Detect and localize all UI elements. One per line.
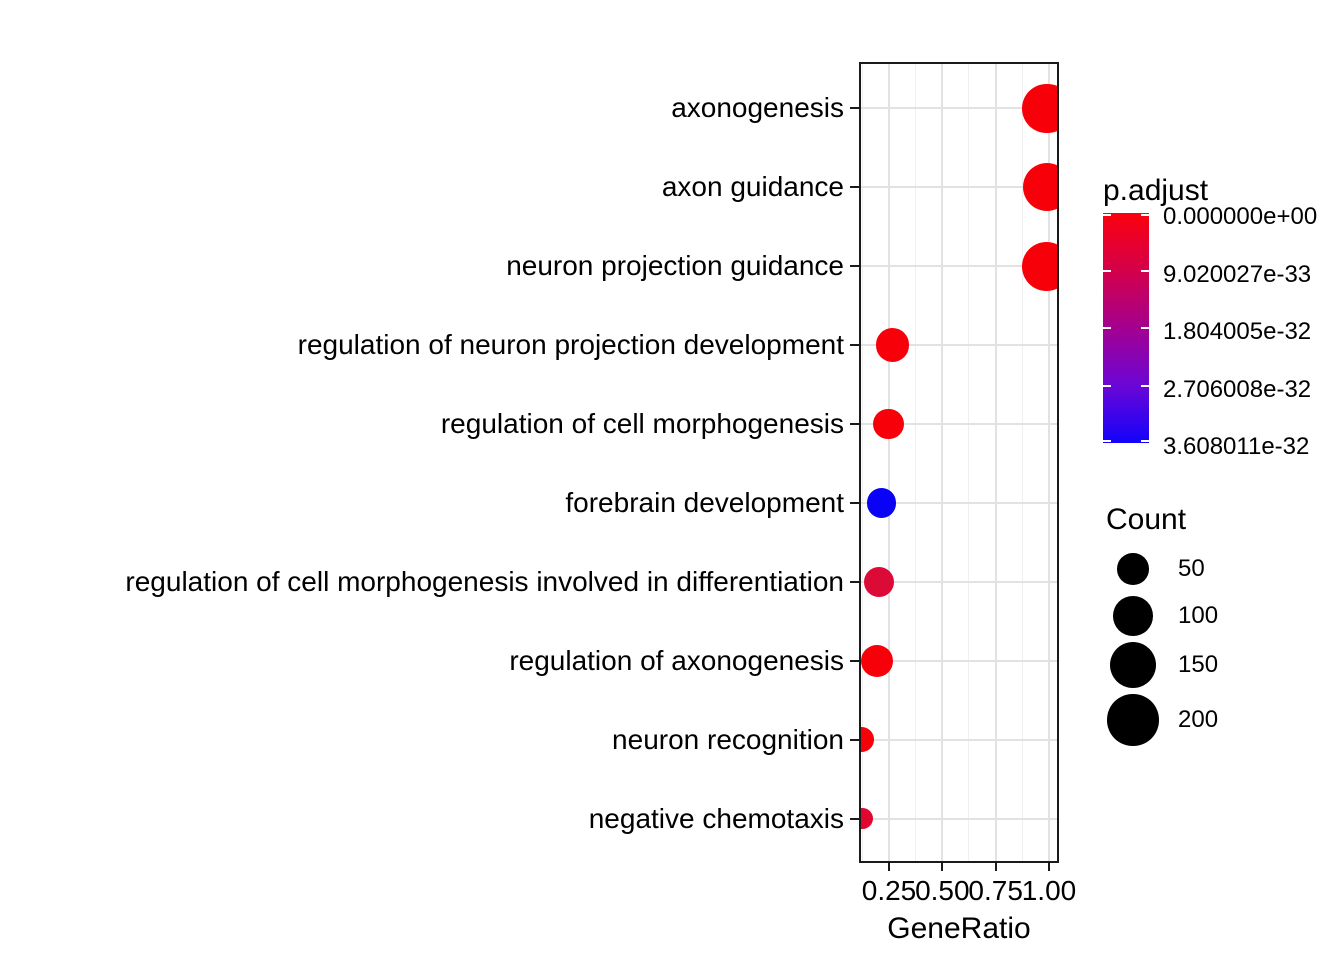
size-legend-label: 150	[1178, 651, 1219, 678]
colorbar-tick	[1103, 214, 1111, 216]
y-axis-label: regulation of cell morphogenesis involve…	[125, 565, 844, 597]
gridline-minor	[968, 62, 970, 863]
size-legend-circle	[1117, 553, 1149, 585]
gridline-major	[859, 817, 1059, 820]
x-axis-title: GeneRatio	[887, 912, 1031, 945]
gridline-major	[888, 62, 890, 863]
gridline-major	[859, 659, 1059, 662]
x-axis-tick	[888, 863, 890, 871]
y-axis-label: neuron recognition	[612, 723, 844, 755]
y-axis-tick	[850, 580, 859, 583]
size-legend-circle	[1107, 694, 1159, 746]
gridline-major	[859, 738, 1059, 741]
data-point	[859, 807, 873, 830]
x-axis-tick-label: 0.50	[915, 875, 970, 906]
color-legend-tick-label: 0.000000e+00	[1163, 203, 1318, 230]
data-point	[860, 644, 893, 677]
color-legend-title: p.adjust	[1103, 174, 1209, 207]
gridline-major	[859, 265, 1059, 268]
x-axis-tick	[1047, 863, 1050, 871]
y-axis-tick	[850, 659, 859, 662]
y-axis-tick	[850, 423, 859, 426]
data-point	[866, 487, 897, 518]
colorbar-tick	[1141, 269, 1149, 272]
colorbar-tick	[1141, 384, 1149, 387]
color-legend-tick-label: 1.804005e-32	[1163, 318, 1312, 345]
gridline-major	[859, 501, 1059, 504]
data-point	[875, 328, 910, 362]
y-axis-label: neuron projection guidance	[506, 250, 844, 282]
data-point	[864, 566, 895, 597]
plot-panel	[859, 62, 1059, 863]
x-axis-tick	[994, 863, 997, 871]
size-legend-title: Count	[1106, 503, 1187, 536]
y-axis-tick	[850, 344, 859, 347]
y-axis-label: negative chemotaxis	[588, 802, 844, 834]
y-axis-tick	[850, 265, 859, 268]
x-axis-tick-label: 0.75	[968, 875, 1023, 906]
size-legend-label: 100	[1178, 602, 1219, 629]
data-point	[1022, 162, 1059, 212]
gridline-minor	[915, 62, 917, 863]
data-point	[873, 408, 904, 440]
data-point	[1022, 241, 1059, 291]
color-legend-gradient-bar	[1103, 213, 1149, 443]
colorbar-tick	[1103, 440, 1111, 442]
data-point	[1022, 83, 1059, 133]
x-axis-tick-label: 1.00	[1021, 875, 1077, 906]
size-legend-circle	[1109, 641, 1156, 688]
colorbar-tick	[1141, 440, 1149, 442]
colorbar-tick	[1141, 214, 1149, 216]
y-axis-tick	[850, 107, 859, 110]
gridline-major	[1047, 62, 1050, 863]
y-axis-label: regulation of axonogenesis	[509, 644, 844, 676]
gridline-minor	[861, 62, 863, 863]
y-axis-label: regulation of neuron projection developm…	[297, 329, 844, 361]
colorbar-tick	[1103, 327, 1111, 329]
x-axis-tick-label: 0.25	[861, 875, 917, 906]
gridline-major	[994, 62, 997, 863]
color-legend-tick-label: 9.020027e-33	[1163, 260, 1312, 288]
gridline-minor	[1021, 62, 1023, 863]
y-axis-label: axon guidance	[661, 171, 844, 203]
y-axis-label: forebrain development	[565, 486, 844, 518]
y-axis-tick	[850, 501, 859, 504]
colorbar-tick	[1141, 327, 1149, 329]
gridline-major	[941, 62, 944, 863]
x-axis-tick	[941, 863, 944, 871]
y-axis-tick	[850, 186, 859, 189]
y-axis-tick	[850, 817, 859, 820]
data-point	[859, 727, 875, 753]
size-legend-label: 200	[1178, 706, 1219, 733]
y-axis-tick	[850, 738, 859, 741]
gridline-major	[859, 580, 1059, 583]
gridline-major	[859, 107, 1059, 110]
y-axis-label: axonogenesis	[671, 92, 844, 124]
colorbar-tick	[1103, 269, 1111, 272]
gridline-major	[859, 186, 1059, 189]
size-legend-circle	[1113, 596, 1153, 636]
gridline-major	[859, 423, 1059, 426]
y-axis-label: regulation of cell morphogenesis	[440, 408, 844, 440]
gridline-major	[859, 344, 1059, 347]
color-legend-tick-label: 3.608011e-32	[1163, 433, 1310, 460]
color-legend-tick-label: 2.706008e-32	[1163, 375, 1312, 403]
size-legend-label: 50	[1178, 555, 1205, 582]
colorbar-tick	[1103, 384, 1111, 387]
